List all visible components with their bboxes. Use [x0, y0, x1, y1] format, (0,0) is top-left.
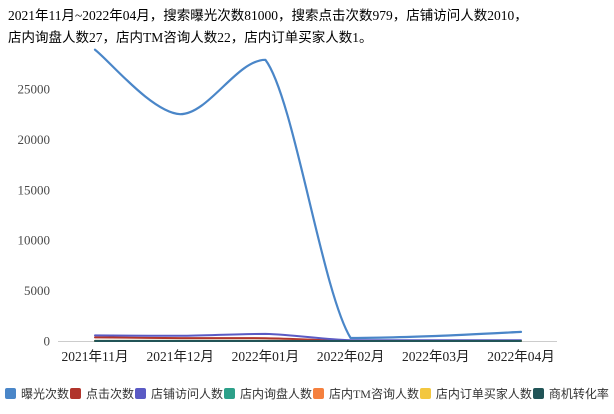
y-tick-label: 0	[44, 334, 51, 349]
legend-swatch	[134, 387, 146, 399]
legend-label: 商机转化率	[548, 386, 609, 401]
legend-item-商机转化率[interactable]: 商机转化率	[532, 385, 609, 402]
x-tick-label: 2021年11月	[62, 349, 129, 364]
legend-swatch	[419, 387, 431, 399]
legend-swatch	[5, 387, 16, 399]
y-tick-label: 10000	[18, 233, 51, 248]
x-tick-label: 2022年03月	[402, 349, 470, 364]
y-tick-label: 20000	[18, 132, 51, 147]
y-tick-label: 5000	[24, 283, 50, 298]
summary-line-2: 店内询盘人数27，店内TM咨询人数22，店内订单买家人数1。	[8, 30, 373, 46]
y-tick-label: 15000	[18, 182, 51, 197]
legend-item-点击次数[interactable]: 点击次数	[69, 385, 134, 402]
legend-swatch	[312, 387, 324, 399]
x-tick-label: 2022年01月	[232, 349, 300, 364]
legend-label: 店铺访问人数	[150, 386, 223, 401]
legend-label: 点击次数	[85, 386, 134, 401]
series-line-曝光次数	[93, 48, 523, 340]
legend-item-店内订单买家人数[interactable]: 店内订单买家人数	[419, 385, 532, 402]
legend-label: 店内订单买家人数	[435, 386, 532, 401]
legend-item-店内询盘人数[interactable]: 店内询盘人数	[223, 385, 312, 402]
chart-canvas: 0 5000 10000 15000 20000 25000 2021年11月 2021年12…	[18, 48, 557, 364]
x-tick-label: 2022年04月	[487, 349, 555, 364]
legend-item-店内TM咨询人数[interactable]: 店内TM咨询人数	[312, 385, 419, 402]
legend-item-店铺访问人数[interactable]: 店铺访问人数	[134, 385, 223, 402]
x-tick-label: 2021年12月	[146, 349, 214, 364]
legend-label: 店内询盘人数	[239, 386, 312, 401]
legend-item-曝光次数[interactable]: 曝光次数	[5, 385, 69, 402]
legend-label: 曝光次数	[21, 386, 70, 401]
legend-label: 店内TM咨询人数	[328, 386, 419, 401]
summary-line-1: 2021年11月~2022年04月，搜索曝光次数81000，搜索点击次数979，…	[8, 8, 528, 23]
legend-swatch	[223, 387, 235, 399]
legend-swatch	[532, 387, 544, 399]
legend-swatch	[69, 387, 81, 399]
chart-summary: 2021年11月~2022年04月，搜索曝光次数81000，搜索点击次数979，…	[8, 5, 608, 50]
legend: 曝光次数 点击次数 店铺访问人数 店内询盘人数 店内TM咨询人数 店内订单买家人数 商机转化…	[5, 382, 609, 404]
y-tick-label: 25000	[18, 82, 51, 97]
x-tick-label: 2022年02月	[317, 349, 385, 364]
